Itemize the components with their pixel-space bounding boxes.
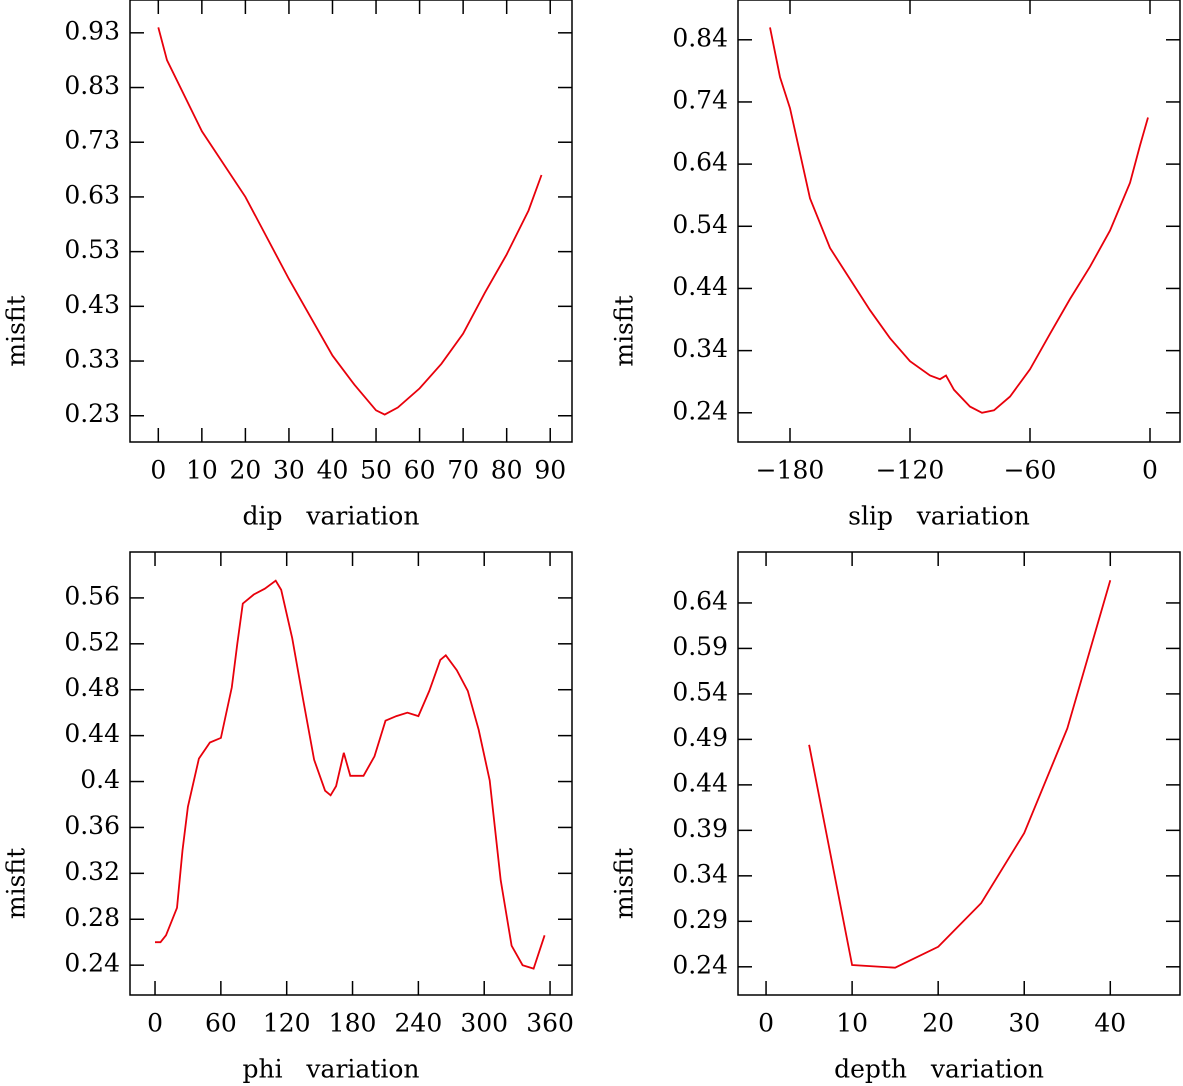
y-tick-label: 0.4 <box>80 765 120 794</box>
x-axis-label: phi variation <box>242 1055 419 1084</box>
y-tick-label: 0.56 <box>64 581 120 610</box>
y-tick-label: 0.24 <box>64 949 120 978</box>
x-tick-label: 70 <box>447 456 479 485</box>
y-tick-label: 0.33 <box>64 345 120 374</box>
y-tick-label: 0.34 <box>672 859 728 888</box>
y-tick-label: 0.44 <box>672 768 728 797</box>
plot-frame <box>737 0 1181 443</box>
y-tick-label: 0.83 <box>64 71 120 100</box>
x-axis-label: dip variation <box>243 502 420 531</box>
data-line <box>769 27 1149 414</box>
x-tick-label: 300 <box>460 1009 508 1038</box>
y-tick-label: 0.24 <box>672 396 728 425</box>
x-tick-label: 20 <box>922 1009 954 1038</box>
data-line <box>155 579 546 970</box>
x-tick-label: −60 <box>1004 456 1057 485</box>
x-tick-label: 50 <box>360 456 392 485</box>
y-axis-label: misfit <box>2 295 31 366</box>
y-tick-label: 0.34 <box>672 334 728 363</box>
y-tick-label: 0.64 <box>672 148 728 177</box>
y-tick-label: 0.54 <box>672 210 728 239</box>
x-tick-label: 60 <box>205 1009 237 1038</box>
y-tick-label: 0.43 <box>64 290 120 319</box>
y-tick-label: 0.63 <box>64 180 120 209</box>
x-tick-label: 90 <box>534 456 566 485</box>
y-tick-label: 0.64 <box>672 586 728 615</box>
y-tick-label: 0.32 <box>64 857 120 886</box>
x-tick-label: −120 <box>876 456 945 485</box>
y-tick-label: 0.84 <box>672 23 728 52</box>
x-tick-label: 30 <box>1008 1009 1040 1038</box>
y-axis-label: misfit <box>610 848 639 919</box>
y-tick-label: 0.73 <box>64 126 120 155</box>
y-tick-label: 0.59 <box>672 632 728 661</box>
y-tick-label: 0.28 <box>64 903 120 932</box>
y-tick-label: 0.23 <box>64 399 120 428</box>
x-tick-label: 10 <box>836 1009 868 1038</box>
x-tick-label: 120 <box>263 1009 311 1038</box>
y-tick-label: 0.44 <box>64 719 120 748</box>
x-tick-label: 60 <box>404 456 436 485</box>
x-tick-label: 0 <box>758 1009 774 1038</box>
y-tick-label: 0.36 <box>64 811 120 840</box>
y-tick-label: 0.39 <box>672 814 728 843</box>
x-tick-label: −180 <box>756 456 825 485</box>
x-tick-label: 10 <box>186 456 218 485</box>
y-tick-label: 0.52 <box>64 627 120 656</box>
y-axis-label: misfit <box>610 295 639 366</box>
y-tick-label: 0.29 <box>672 905 728 934</box>
x-tick-label: 0 <box>1142 456 1158 485</box>
x-axis-label: depth variation <box>834 1055 1044 1084</box>
y-tick-label: 0.48 <box>64 673 120 702</box>
x-tick-label: 0 <box>147 1009 163 1038</box>
x-tick-label: 40 <box>1094 1009 1126 1038</box>
y-axis-label: misfit <box>2 848 31 919</box>
y-tick-label: 0.49 <box>672 723 728 752</box>
x-tick-label: 20 <box>229 456 261 485</box>
y-tick-label: 0.44 <box>672 272 728 301</box>
x-tick-label: 30 <box>273 456 305 485</box>
x-tick-label: 40 <box>317 456 349 485</box>
plot-frame <box>737 551 1181 996</box>
y-tick-label: 0.54 <box>672 677 728 706</box>
data-line <box>157 27 543 416</box>
x-tick-label: 180 <box>329 1009 377 1038</box>
y-tick-label: 0.74 <box>672 85 728 114</box>
y-tick-label: 0.53 <box>64 235 120 264</box>
x-tick-label: 80 <box>491 456 523 485</box>
y-tick-label: 0.93 <box>64 16 120 45</box>
x-tick-label: 240 <box>395 1009 443 1038</box>
x-tick-label: 0 <box>150 456 166 485</box>
y-tick-label: 0.24 <box>672 950 728 979</box>
x-axis-label: slip variation <box>848 502 1030 531</box>
plot-frame <box>129 0 573 443</box>
plot-frame <box>129 551 573 996</box>
x-tick-label: 360 <box>526 1009 574 1038</box>
data-line <box>808 579 1112 969</box>
